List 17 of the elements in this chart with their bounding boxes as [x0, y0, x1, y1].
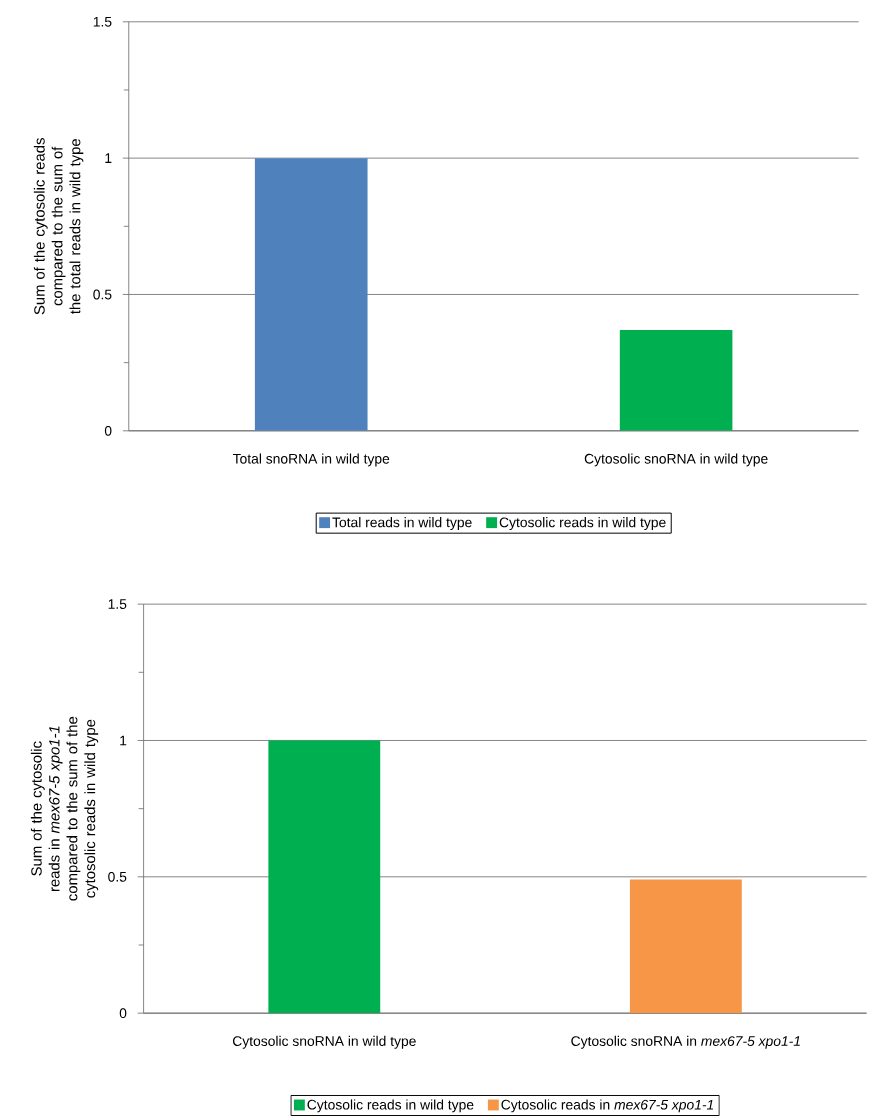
y-tick-label: 1.5: [108, 599, 127, 609]
y-tick-label: 0.5: [108, 871, 127, 882]
y-tick-label: 1.5: [93, 16, 112, 27]
y-tick-label: 1: [120, 735, 127, 746]
y-axis-title: Sum of the cytosolic reads compared to the sum of the total reads in wild type: [33, 138, 84, 315]
x-tick-label: Cytosolic snoRNA in mex67-5 xpo1-1: [571, 1035, 800, 1049]
x-tick-label: Total snoRNA in wild type: [232, 453, 390, 467]
y-tick-label: 1: [105, 153, 112, 163]
legend-label: Cytosolic reads in mex67-5 xpo1-1: [501, 1099, 713, 1113]
x-tick-label: Cytosolic snoRNA in wild type: [584, 453, 768, 467]
x-tick-label: Cytosolic snoRNA in wild type: [232, 1035, 416, 1049]
legend-label: Cytosolic reads in wild type: [499, 517, 666, 530]
legend-label: Total reads in wild type: [332, 517, 472, 530]
legend-label: Cytosolic reads in wild type: [307, 1099, 474, 1113]
y-tick-label: 0: [104, 425, 112, 436]
y-tick-label: 0.5: [93, 289, 112, 300]
y-tick-label: 0: [119, 1008, 127, 1019]
